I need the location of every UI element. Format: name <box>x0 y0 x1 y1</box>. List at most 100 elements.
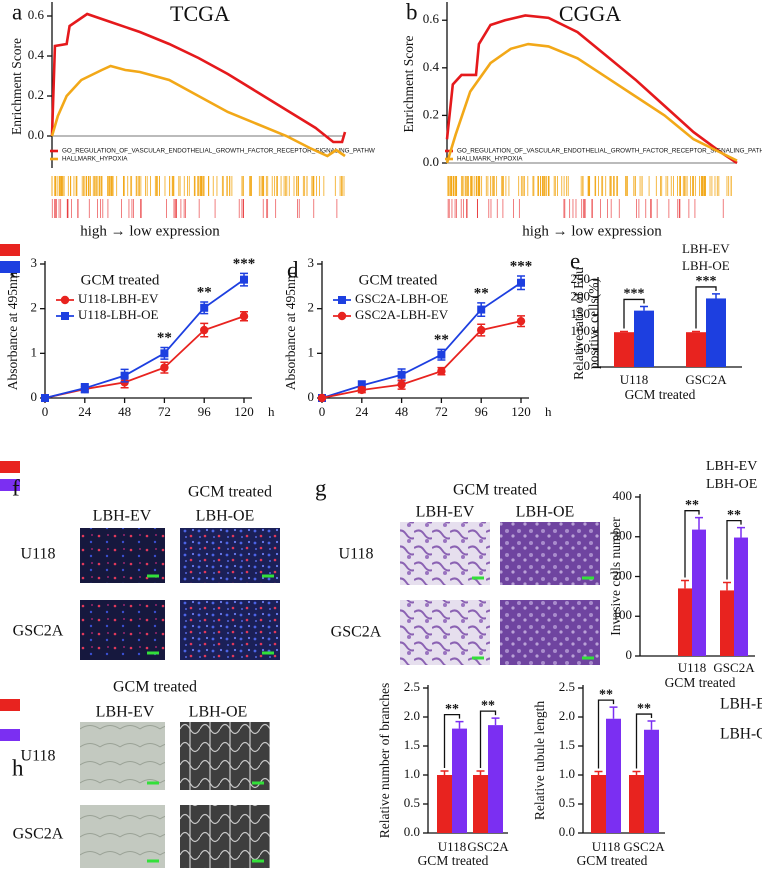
y-axis-label: Relative number of branches <box>377 683 392 839</box>
x-tick-label: GSC2A <box>467 839 509 854</box>
column-label: LBH-OE <box>196 508 255 525</box>
annotation: GCM treated <box>81 272 160 288</box>
panel-title: GCM treated <box>188 484 272 501</box>
x-tick-label: U118 <box>592 839 620 854</box>
legend-swatch <box>0 244 20 256</box>
y-tick-label: 0 <box>626 647 633 662</box>
error-bar <box>632 770 641 775</box>
x-tick-label: 48 <box>395 404 408 419</box>
row-label: GSC2A <box>13 826 64 843</box>
point <box>80 384 89 393</box>
series-line <box>44 278 245 399</box>
micrograph <box>400 600 490 665</box>
error-bar <box>681 579 689 589</box>
series-line <box>50 64 346 158</box>
point <box>160 349 169 358</box>
x-tick-label: 72 <box>158 404 171 419</box>
point <box>477 305 486 314</box>
error-bar <box>640 305 648 311</box>
bar <box>678 588 692 656</box>
legend-label: HALLMARK_HYPOXIA <box>62 156 128 163</box>
y-tick-label: 2.0 <box>404 708 420 723</box>
significance: ** <box>434 332 449 348</box>
error-bar <box>594 770 603 775</box>
error-bar <box>491 717 500 726</box>
point <box>317 393 327 403</box>
x-tick-label: 96 <box>198 404 212 419</box>
legend-label: GO_REGULATION_OF_VASCULAR_ENDOTHELIAL_GR… <box>457 148 762 155</box>
significance-bracket <box>635 713 653 769</box>
point <box>517 278 525 287</box>
x-tick-label: U118 <box>438 839 466 854</box>
y-tick-label: 1.5 <box>559 737 575 752</box>
micrograph <box>400 522 490 585</box>
point <box>160 363 169 372</box>
significance-bracket <box>597 699 615 769</box>
x-axis-label: GCM treated <box>625 387 696 402</box>
point <box>41 394 49 402</box>
x-caption: high → low expression <box>522 223 662 239</box>
y-axis-label: Absorbance at 495nm <box>283 271 298 390</box>
y-tick-label: 2 <box>308 300 315 315</box>
bar <box>720 590 734 656</box>
bar <box>734 537 748 656</box>
x-axis-label: GCM treated <box>577 853 648 868</box>
y-tick-label: 0.6 <box>28 7 45 22</box>
y-tick-label: 0 <box>308 389 315 404</box>
x-tick-label: GSC2A <box>685 372 727 387</box>
row-label: U118 <box>339 546 374 563</box>
point <box>239 312 249 321</box>
x-tick-label: U118 <box>678 660 706 675</box>
x-tick-label: GSC2A <box>713 660 755 675</box>
y-tick-label: 1.5 <box>404 737 420 752</box>
significance-bracket <box>684 510 700 578</box>
legend-swatch <box>0 461 20 473</box>
legend-swatch <box>0 479 20 491</box>
panel-letter: b <box>406 0 418 24</box>
bar <box>606 718 621 833</box>
bar <box>591 775 606 833</box>
micrograph <box>80 722 165 790</box>
point <box>357 385 366 395</box>
y-tick-label: 3 <box>308 255 315 270</box>
column-label: LBH-EV <box>93 508 152 525</box>
panel-letter: f <box>12 475 20 500</box>
series-line <box>50 12 347 144</box>
y-axis-label: positive cells(%) <box>586 278 601 369</box>
significance: *** <box>233 256 256 272</box>
legend-swatch <box>0 261 20 273</box>
point <box>437 367 446 376</box>
micrograph <box>80 600 165 660</box>
row-label: U118 <box>21 748 56 765</box>
x-tick-label: 120 <box>234 404 254 419</box>
bar <box>629 775 644 833</box>
legend-label: LBH-EV <box>682 241 730 256</box>
error-bar <box>476 770 485 775</box>
bar <box>452 728 467 833</box>
y-tick-label: 0.5 <box>559 795 575 810</box>
error-bar <box>692 330 700 333</box>
y-tick-label: 250 <box>571 271 591 286</box>
y-tick-label: 0 <box>584 358 591 373</box>
y-axis-label: Enrichment Score <box>9 38 24 135</box>
significance-bracket <box>726 519 742 580</box>
x-axis-label: GCM treated <box>418 853 489 868</box>
legend-label: U118-LBH-OE <box>78 307 158 322</box>
significance: ** <box>727 508 741 523</box>
chart-title: CGGA <box>559 1 621 26</box>
y-tick-label: 0.6 <box>423 11 440 26</box>
error-bar <box>440 770 449 775</box>
point <box>338 296 346 304</box>
error-bar <box>647 720 656 730</box>
bar <box>706 298 726 367</box>
point <box>437 350 446 359</box>
significance: ** <box>197 284 212 300</box>
y-tick-label: 0 <box>31 389 38 404</box>
significance: ** <box>157 330 172 346</box>
error-bar <box>455 720 464 729</box>
y-tick-label: 0.0 <box>423 154 439 169</box>
y-tick-label: 200 <box>571 288 591 303</box>
micrograph <box>80 528 165 583</box>
bar <box>473 775 488 833</box>
